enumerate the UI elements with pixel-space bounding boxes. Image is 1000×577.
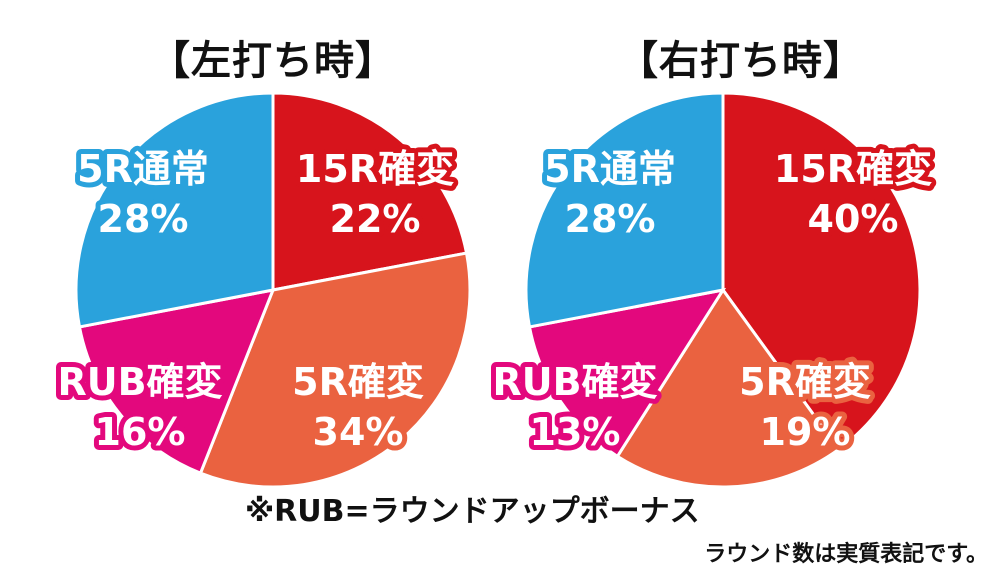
rub-footnote: ※RUB=ラウンドアップボーナス — [245, 494, 700, 529]
right-pie-slice-2 — [527, 287, 727, 459]
left-pie-slice-1 — [198, 251, 472, 489]
left-pie-slice-2 — [77, 288, 276, 476]
right-slice-value-3: 28% — [565, 197, 656, 241]
left-pie-slice-0 — [271, 91, 469, 292]
left-slice-label-0: 15R確変 — [296, 147, 454, 191]
right-pie-slice-0 — [721, 91, 922, 452]
left-slice-label-3: 5R通常 — [77, 147, 209, 191]
right-slice-label-3: 5R通常 — [544, 147, 676, 191]
right-slice-value-2: 13% — [530, 410, 621, 454]
right-slice-label-2: RUB確変 — [492, 360, 657, 404]
round-note: ラウンド数は実質表記です。 — [704, 542, 988, 567]
right-slice-value-1: 19% — [760, 410, 851, 454]
right-slice-value-0: 40% — [808, 197, 899, 241]
left-slice-value-0: 22% — [330, 197, 421, 241]
left-pie-slice-3 — [74, 91, 275, 329]
left-chart-title: 【左打ち時】 — [150, 38, 396, 84]
right-pie-slice-3 — [524, 91, 725, 329]
left-slice-label-1: 5R確変 — [292, 360, 424, 404]
left-slice-value-3: 28% — [98, 197, 189, 241]
left-slice-value-2: 16% — [95, 410, 186, 454]
right-slice-label-0: 15R確変 — [774, 147, 932, 191]
right-slice-label-1: 5R確変 — [739, 360, 871, 404]
right-pie-slice-1 — [615, 287, 841, 489]
right-chart-title: 【右打ち時】 — [618, 38, 864, 84]
left-slice-value-1: 34% — [313, 410, 404, 454]
left-slice-label-2: RUB確変 — [57, 360, 222, 404]
